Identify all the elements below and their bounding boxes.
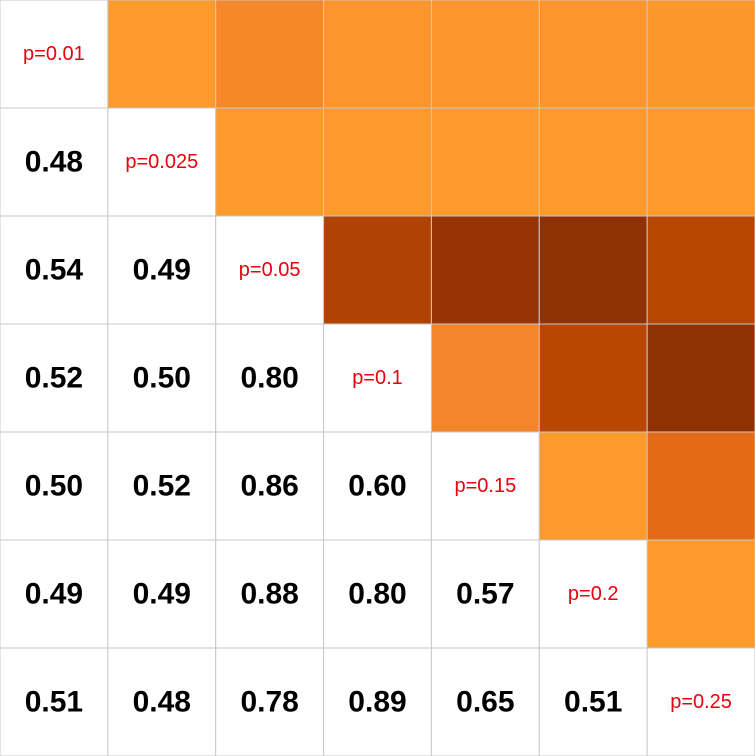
heatmap-color-cell-r0-c6 bbox=[646, 0, 755, 109]
value-label-r3-c1: 0.50 bbox=[133, 362, 191, 395]
value-cell-r3-c0 bbox=[0, 323, 109, 433]
value-cell-r4-c1 bbox=[107, 431, 217, 541]
value-label-r6-c1: 0.48 bbox=[133, 686, 191, 719]
value-label-r5-c2: 0.88 bbox=[240, 578, 298, 611]
heatmap-color-cell-r1-c3 bbox=[323, 107, 432, 217]
heatmap-color-cell-r0-c3 bbox=[323, 0, 432, 109]
diagonal-label-5: p=0.2 bbox=[568, 583, 619, 605]
value-cell-r5-c2 bbox=[215, 539, 325, 649]
diagonal-label-3: p=0.1 bbox=[352, 367, 403, 389]
heatmap-color-cell-r2-c6 bbox=[646, 215, 755, 325]
heatmap-color-cell-r2-c3 bbox=[323, 215, 432, 325]
diagonal-cell-r4-c4 bbox=[430, 431, 540, 541]
heatmap-color-cell-r0-c1 bbox=[107, 0, 217, 109]
value-label-r6-c0: 0.51 bbox=[25, 686, 83, 719]
heatmap-color-cell-r0-c4 bbox=[430, 0, 540, 109]
value-cell-r6-c4 bbox=[430, 647, 540, 756]
value-label-r4-c2: 0.86 bbox=[240, 470, 298, 503]
heatmap-color-cell-r2-c5 bbox=[538, 215, 648, 325]
value-cell-r4-c2 bbox=[215, 431, 325, 541]
value-label-r6-c3: 0.89 bbox=[348, 686, 406, 719]
value-label-r5-c4: 0.57 bbox=[456, 578, 514, 611]
value-label-r3-c0: 0.52 bbox=[25, 362, 83, 395]
diagonal-label-2: p=0.05 bbox=[239, 259, 301, 281]
value-cell-r5-c0 bbox=[0, 539, 109, 649]
heatmap-color-cell-r3-c6 bbox=[646, 323, 755, 433]
value-label-r4-c0: 0.50 bbox=[25, 470, 83, 503]
value-label-r5-c0: 0.49 bbox=[25, 578, 83, 611]
value-cell-r2-c1 bbox=[107, 215, 217, 325]
heatmap-color-cell-r1-c4 bbox=[430, 107, 540, 217]
diagonal-label-4: p=0.15 bbox=[454, 475, 516, 497]
heatmap-color-cell-r2-c4 bbox=[430, 215, 540, 325]
diagonal-cell-r0-c0 bbox=[0, 0, 109, 109]
heatmap-color-cell-r3-c4 bbox=[430, 323, 540, 433]
diagonal-cell-r5-c5 bbox=[538, 539, 648, 649]
value-cell-r4-c3 bbox=[323, 431, 432, 541]
value-cell-r6-c1 bbox=[107, 647, 217, 756]
heatmap-color-cell-r3-c5 bbox=[538, 323, 648, 433]
value-cell-r6-c3 bbox=[323, 647, 432, 756]
value-label-r1-c0: 0.48 bbox=[25, 146, 83, 179]
heatmap-color-cell-r1-c5 bbox=[538, 107, 648, 217]
diagonal-label-0: p=0.01 bbox=[23, 43, 85, 65]
value-label-r5-c1: 0.49 bbox=[133, 578, 191, 611]
value-label-r2-c0: 0.54 bbox=[25, 254, 84, 287]
value-label-r4-c1: 0.52 bbox=[133, 470, 191, 503]
value-label-r2-c1: 0.49 bbox=[133, 254, 191, 287]
value-label-r6-c5: 0.51 bbox=[564, 686, 622, 719]
diagonal-cell-r6-c6 bbox=[646, 647, 755, 756]
heatmap-color-cell-r0-c2 bbox=[215, 0, 325, 109]
value-cell-r3-c1 bbox=[107, 323, 217, 433]
value-label-r4-c3: 0.60 bbox=[348, 470, 406, 503]
value-label-r3-c2: 0.80 bbox=[240, 362, 298, 395]
heatmap-color-cell-r4-c5 bbox=[538, 431, 648, 541]
heatmap-color-cell-r1-c6 bbox=[646, 107, 755, 217]
diagonal-cell-r3-c3 bbox=[323, 323, 432, 433]
diagonal-label-1: p=0.025 bbox=[125, 151, 198, 173]
value-cell-r5-c1 bbox=[107, 539, 217, 649]
value-cell-r5-c3 bbox=[323, 539, 432, 649]
value-label-r5-c3: 0.80 bbox=[348, 578, 406, 611]
value-cell-r6-c2 bbox=[215, 647, 325, 756]
heatmap-color-cell-r4-c6 bbox=[646, 431, 755, 541]
value-label-r6-c4: 0.65 bbox=[456, 686, 514, 719]
value-cell-r2-c0 bbox=[0, 215, 109, 325]
value-cell-r1-c0 bbox=[0, 107, 109, 217]
heatmap-color-cell-r0-c5 bbox=[538, 0, 648, 109]
diagonal-label-6: p=0.25 bbox=[670, 691, 732, 713]
heatmap-color-cell-r5-c6 bbox=[646, 539, 755, 649]
value-label-r6-c2: 0.78 bbox=[240, 686, 298, 719]
heatmap-color-cell-r1-c2 bbox=[215, 107, 325, 217]
